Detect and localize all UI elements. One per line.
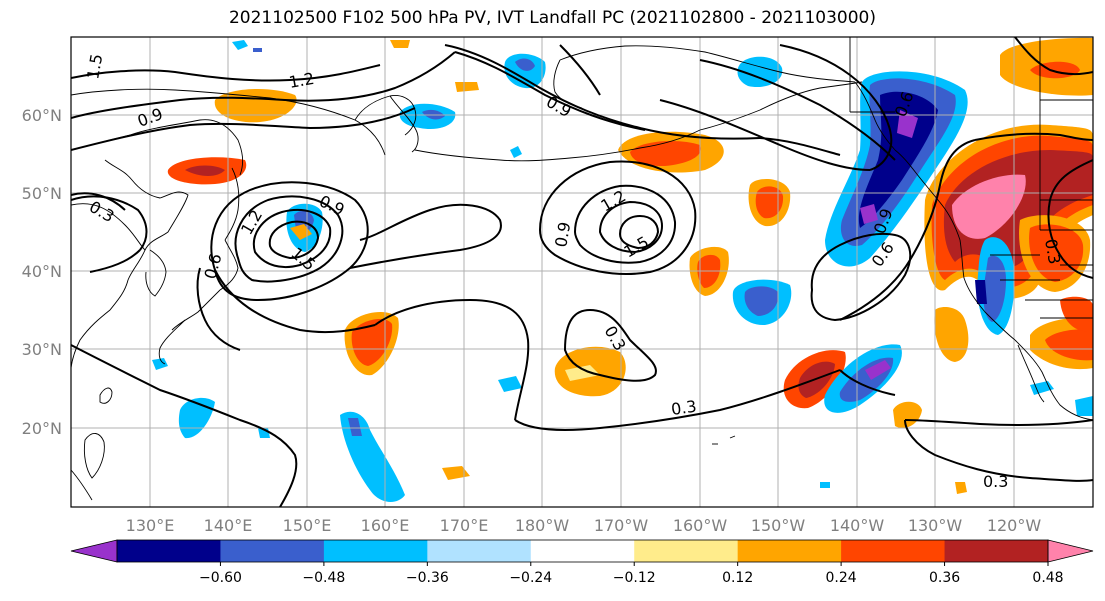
lat-label: 50°N xyxy=(22,184,62,203)
lat-label: 30°N xyxy=(22,340,62,359)
colorbar-extend-high xyxy=(1047,539,1094,563)
colorbar-swatch xyxy=(220,540,325,562)
contour-label: 1.5 xyxy=(83,52,106,80)
contour-label: 0.3 xyxy=(1041,237,1064,265)
colorbar-tick-label: 0.12 xyxy=(722,570,753,586)
colorbar-tick-label: −0.60 xyxy=(199,570,242,586)
colorbar-swatch xyxy=(737,540,842,562)
lon-label: 140°E xyxy=(204,516,253,535)
colorbar-tick-label: −0.36 xyxy=(406,570,449,586)
colorbar-swatch xyxy=(427,540,532,562)
contour-label: 0.3 xyxy=(670,397,698,419)
colorbar-swatch xyxy=(944,540,1049,562)
lon-label: 160°W xyxy=(673,516,728,535)
longitude-labels: 130°E 140°E 150°E 160°E 170°E 180°W 170°… xyxy=(126,516,1042,535)
contour-label: 0.9 xyxy=(551,220,574,248)
graticule xyxy=(71,37,1093,507)
lon-label: 170°E xyxy=(440,516,489,535)
colorbar-swatch xyxy=(841,540,946,562)
latitude-labels: 60°N 50°N 40°N 30°N 20°N xyxy=(22,106,62,438)
lat-label: 60°N xyxy=(22,106,62,125)
contour-label: 0.3 xyxy=(983,472,1008,491)
colorbar-swatch xyxy=(634,540,739,562)
colorbar-tick-label: −0.12 xyxy=(613,570,656,586)
colorbar: −0.60 −0.48 −0.36 −0.24 −0.12 0.12 0.24 0.36 0.4… xyxy=(70,539,1094,586)
pv-contours xyxy=(71,37,1093,507)
lon-label: 170°W xyxy=(594,516,649,535)
colorbar-swatch xyxy=(323,540,428,562)
lon-label: 130°W xyxy=(908,516,963,535)
ivt-pv-shading xyxy=(152,37,1093,502)
lat-label: 20°N xyxy=(22,419,62,438)
lon-label: 180°W xyxy=(515,516,570,535)
map-title: 2021102500 F102 500 hPa PV, IVT Landfall… xyxy=(228,8,876,28)
colorbar-frame xyxy=(116,539,1049,563)
colorbar-swatch xyxy=(117,540,221,562)
lon-label: 150°W xyxy=(751,516,806,535)
colorbar-tick-label: −0.48 xyxy=(302,570,345,586)
lat-label: 40°N xyxy=(22,262,62,281)
contour-label: 1.2 xyxy=(287,69,315,92)
colorbar-tick-label: 0.24 xyxy=(826,570,857,586)
map-frame xyxy=(70,36,1094,508)
lon-label: 130°E xyxy=(126,516,175,535)
lon-label: 140°W xyxy=(830,516,885,535)
lon-label: 150°E xyxy=(283,516,332,535)
colorbar-extend-low xyxy=(70,539,118,563)
lon-label: 160°E xyxy=(361,516,410,535)
colorbar-tick-label: 0.48 xyxy=(1032,570,1063,586)
colorbar-tick-label: −0.24 xyxy=(509,570,552,586)
colorbar-swatch xyxy=(530,540,635,562)
lon-label: 120°W xyxy=(987,516,1042,535)
colorbar-tick-label: 0.36 xyxy=(929,570,960,586)
